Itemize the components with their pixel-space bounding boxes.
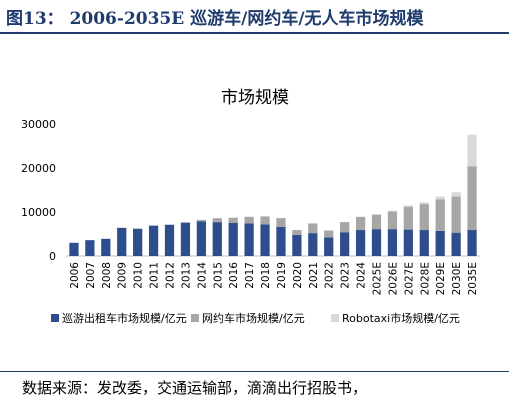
bar-segment-series-1 [308,233,318,256]
x-tick-label: 2022 [324,262,336,289]
bars-group [69,134,477,256]
y-tick-label: 10000 [21,206,56,219]
bar-segment-series-1 [244,223,254,256]
bar-segment-series-1 [467,230,477,256]
bar-segment-series-1 [340,232,350,256]
y-tick-label: 20000 [21,162,56,175]
x-tick-label: 2010 [133,262,145,289]
x-tick-label: 2012 [165,262,177,289]
bar-segment-series-1 [260,224,270,256]
x-tick-label: 2020 [292,262,304,289]
bar-segment-series-3 [387,210,398,212]
legend-label-series-3: Robotaxi市场规模/亿元 [342,311,460,325]
bar-segment-series-1 [324,237,334,256]
bar-segment-series-1 [212,222,222,256]
bar-segment-series-1 [164,224,175,256]
bar-segment-series-2 [435,199,445,231]
bar-segment-series-3 [451,192,461,197]
bar-segment-series-2 [212,218,222,223]
bar-segment-series-1 [435,230,445,256]
x-tick-label: 2016 [228,262,240,289]
title-rule [0,32,509,34]
x-tick-label: 2006 [69,262,81,289]
bar-segment-series-2 [371,214,382,230]
x-tick-label: 2035E [467,262,479,295]
bar-segment-series-3 [419,202,429,205]
x-tick-label: 2008 [101,262,113,289]
bar-segment-series-2 [403,206,413,230]
y-tick-label: 0 [49,250,56,263]
bar-segment-series-2 [419,204,429,231]
legend-swatch-series-1 [51,314,59,322]
bar-segment-series-1 [276,226,286,256]
bar-segment-series-1 [451,232,461,256]
x-tick-label: 2014 [196,262,208,289]
bar-segment-series-2 [196,219,206,222]
x-tick-label: 2028E [419,262,431,295]
bar-segment-series-1 [69,242,79,256]
bar-segment-series-1 [228,223,238,256]
x-tick-label: 2013 [180,262,192,289]
bar-segment-series-3 [403,205,413,207]
legend-label-series-2: 网约车市场规模/亿元 [202,311,305,325]
bar-segment-series-1 [101,238,111,256]
bar-segment-series-2 [260,216,270,225]
bar-segment-series-2 [228,217,238,223]
bar-segment-series-2 [276,218,286,227]
bar-segment-series-1 [148,225,159,256]
x-axis: 2006 2007 2008 2009 2010 2011 2012 2013 2014 2015… [69,262,479,296]
x-tick-label: 2030E [451,262,463,295]
x-tick-label: 2019 [276,262,288,289]
x-tick-label: 2009 [117,262,129,289]
x-tick-label: 2018 [260,262,272,289]
bar-segment-series-3 [467,134,477,167]
bar-segment-series-1 [180,222,191,256]
bar-segment-series-2 [451,196,461,233]
bar-segment-series-2 [340,222,350,233]
bar-segment-series-3 [435,196,445,200]
source-note: 数据来源：发改委，交通运输部，滴滴出行招股书， [22,379,368,397]
legend: 巡游出租车市场规模/亿元 网约车市场规模/亿元 Robotaxi市场规模/亿元 [51,311,460,325]
legend-label-series-1: 巡游出租车市场规模/亿元 [62,311,187,325]
x-tick-label: 2025E [372,262,384,295]
x-tick-label: 2015 [212,262,224,289]
bar-segment-series-2 [308,223,318,234]
x-tick-label: 2026E [387,262,399,295]
x-tick-label: 2029E [435,262,447,295]
legend-swatch-series-2 [191,314,199,322]
y-tick-label: 30000 [21,118,56,131]
bar-segment-series-1 [196,221,206,256]
bar-segment-series-1 [292,234,302,256]
bar-segment-series-2 [324,230,334,238]
bar-segment-series-1 [403,229,413,256]
bar-segment-series-2 [355,216,366,231]
bar-segment-series-2 [467,166,477,231]
bar-segment-series-2 [387,211,398,230]
x-tick-label: 2007 [85,262,97,289]
chart-title: 市场规模 [221,88,289,108]
y-axis: 0 10000 20000 30000 [21,118,56,263]
bar-segment-series-2 [292,230,302,235]
bar-segment-series-1 [85,240,95,256]
x-tick-label: 2011 [149,262,161,289]
bar-segment-series-2 [244,216,254,224]
bar-segment-series-1 [387,229,398,256]
bar-segment-series-1 [355,230,366,256]
bar-segment-series-1 [419,230,429,256]
bar-segment-series-1 [133,228,143,256]
source-rule [0,371,509,372]
x-tick-label: 2023 [340,262,352,289]
figure-title: 图13： 2006-2035E 巡游车/网约车/无人车市场规模 [6,9,424,29]
x-tick-label: 2027E [403,262,415,295]
x-tick-label: 2024 [356,262,368,289]
x-tick-label: 2017 [244,262,256,289]
bar-segment-series-1 [117,227,127,256]
bar-segment-series-1 [371,229,382,256]
legend-swatch-series-3 [331,314,339,322]
x-tick-label: 2021 [308,262,320,289]
